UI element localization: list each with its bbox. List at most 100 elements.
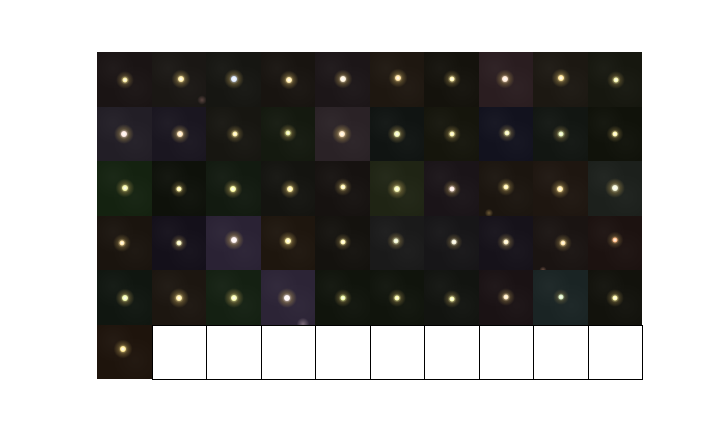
empty-cutout-cell xyxy=(315,325,371,380)
galaxy-cutout xyxy=(206,52,261,107)
galaxy-cutout xyxy=(97,325,152,379)
galaxy-cutout xyxy=(370,107,424,161)
source-core xyxy=(284,294,290,301)
empty-cutout-cell xyxy=(261,325,316,380)
source-core xyxy=(504,130,510,136)
source-core xyxy=(612,295,618,300)
source-core xyxy=(449,186,454,191)
galaxy-cutout xyxy=(315,216,370,270)
source-core xyxy=(176,186,182,191)
galaxy-cutout xyxy=(588,52,642,107)
nearby-source xyxy=(297,318,309,325)
galaxy-cutout xyxy=(97,52,152,107)
source-core xyxy=(503,239,509,245)
source-core xyxy=(449,131,454,137)
source-core xyxy=(121,184,128,191)
galaxy-cutout xyxy=(97,107,152,161)
source-core xyxy=(232,131,237,137)
source-core xyxy=(230,294,237,301)
nearby-source xyxy=(485,209,493,216)
galaxy-cutout xyxy=(261,216,315,270)
galaxy-cutout xyxy=(479,52,533,107)
source-core xyxy=(560,240,565,246)
source-core xyxy=(340,239,345,245)
source-core xyxy=(119,240,124,246)
empty-cutout-cell xyxy=(206,325,262,380)
source-core xyxy=(287,185,293,192)
galaxy-cutout xyxy=(424,161,479,216)
galaxy-cutout xyxy=(533,52,588,107)
galaxy-cutout xyxy=(206,161,261,216)
source-core xyxy=(394,131,400,137)
source-core xyxy=(285,238,291,244)
galaxy-cutout xyxy=(206,216,261,270)
galaxy-cutout xyxy=(261,107,315,161)
empty-cutout-cell xyxy=(370,325,425,380)
galaxy-cutout xyxy=(533,107,588,161)
source-core xyxy=(449,296,454,301)
galaxy-cutout xyxy=(588,216,642,270)
galaxy-cutout xyxy=(424,270,479,325)
empty-cutout-cell xyxy=(152,325,207,380)
galaxy-cutout xyxy=(370,270,424,325)
galaxy-cutout xyxy=(479,270,533,325)
galaxy-cutout xyxy=(206,270,261,325)
empty-cutout-cell xyxy=(588,325,643,380)
source-core xyxy=(558,294,563,299)
source-core xyxy=(612,237,618,243)
galaxy-cutout xyxy=(479,161,533,216)
galaxy-cutout xyxy=(315,52,370,107)
source-core xyxy=(121,294,128,301)
source-core xyxy=(394,185,400,192)
image-cutout-grid xyxy=(97,52,643,380)
galaxy-cutout xyxy=(533,270,588,325)
galaxy-cutout xyxy=(424,107,479,161)
galaxy-cutout xyxy=(152,270,206,325)
source-core xyxy=(229,185,236,192)
galaxy-cutout xyxy=(424,216,479,270)
galaxy-cutout xyxy=(152,52,206,107)
galaxy-cutout xyxy=(97,161,152,216)
galaxy-cutout xyxy=(479,107,533,161)
galaxy-cutout xyxy=(97,270,152,325)
source-core xyxy=(394,295,400,300)
source-core xyxy=(176,240,182,246)
source-core xyxy=(449,76,454,81)
source-core xyxy=(451,239,456,245)
source-core xyxy=(119,346,126,352)
source-core xyxy=(122,77,127,82)
galaxy-cutout xyxy=(261,270,315,325)
galaxy-cutout xyxy=(97,216,152,270)
source-core xyxy=(503,294,509,299)
empty-cutout-cell xyxy=(424,325,480,380)
source-core xyxy=(340,295,345,300)
galaxy-cutout xyxy=(152,161,206,216)
nearby-source xyxy=(197,95,206,105)
source-core xyxy=(612,184,618,191)
galaxy-cutout xyxy=(261,161,315,216)
galaxy-cutout xyxy=(152,107,206,161)
galaxy-cutout xyxy=(479,216,533,270)
galaxy-cutout xyxy=(424,52,479,107)
source-core xyxy=(503,184,509,189)
source-core xyxy=(340,184,345,189)
galaxy-cutout xyxy=(588,270,642,325)
empty-cutout-cell xyxy=(479,325,534,380)
galaxy-cutout xyxy=(533,216,588,270)
source-core xyxy=(285,130,291,136)
source-core xyxy=(613,77,619,82)
source-core xyxy=(178,75,184,82)
galaxy-cutout xyxy=(315,161,370,216)
galaxy-cutout xyxy=(206,107,261,161)
source-core xyxy=(339,75,346,82)
galaxy-cutout xyxy=(588,161,642,216)
galaxy-cutout xyxy=(370,52,424,107)
empty-cutout-cell xyxy=(533,325,589,380)
source-core xyxy=(502,75,508,82)
galaxy-cutout xyxy=(588,107,642,161)
source-core xyxy=(120,131,127,137)
source-core xyxy=(557,74,564,81)
galaxy-cutout xyxy=(261,52,315,107)
galaxy-cutout xyxy=(152,216,206,270)
source-core xyxy=(395,74,401,81)
